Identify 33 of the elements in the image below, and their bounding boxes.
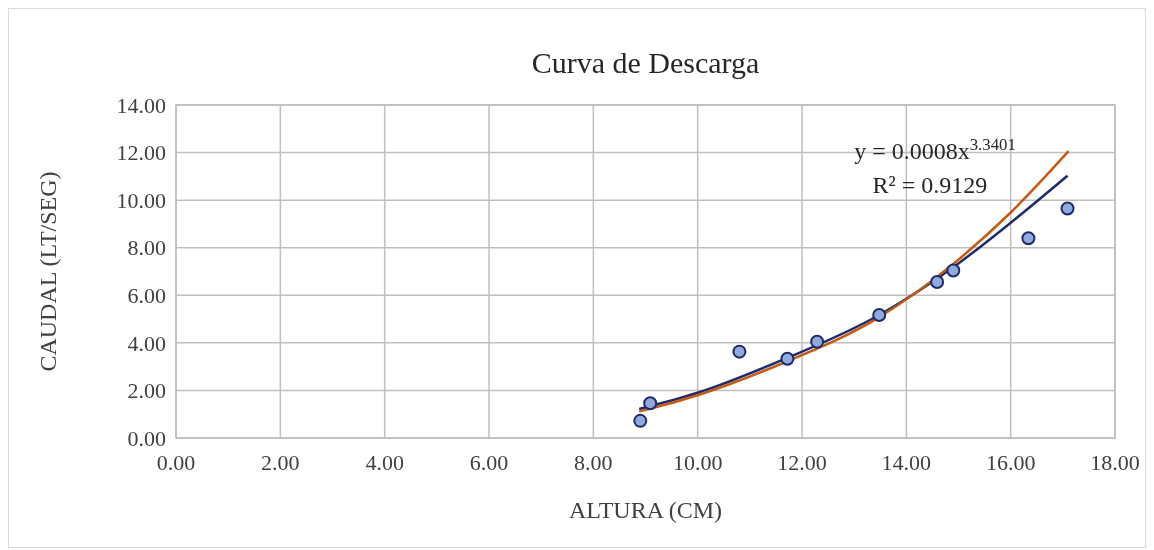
point (633, 413, 648, 428)
x-tick-label: 0.00 (156, 450, 196, 475)
x-tick-label: 18.00 (1090, 450, 1140, 475)
point (1021, 231, 1036, 246)
point (872, 308, 887, 323)
x-tick-label: 10.00 (672, 450, 723, 475)
x-axis-title: ALTURA (CM) (568, 497, 723, 523)
y-tick-label: 14.00 (116, 92, 166, 118)
y-axis-title: CAUDAL (LT/SEG) (35, 171, 61, 372)
x-tick-label: 12.00 (777, 450, 827, 475)
x-tick-label: 16.00 (985, 450, 1036, 475)
point (643, 396, 658, 411)
y-tick-label: 0.00 (127, 425, 166, 451)
y-tick-label: 2.00 (127, 378, 166, 404)
point (946, 263, 961, 278)
y-tick-label: 6.00 (127, 282, 166, 308)
annotation: R² = 0.9129 (872, 171, 988, 198)
y-tick-label: 12.00 (116, 140, 166, 166)
x-tick-label: 4.00 (365, 450, 404, 475)
y-tick-label: 8.00 (127, 235, 166, 261)
x-tick-label: 6.00 (469, 450, 509, 475)
x-tick-label: 8.00 (574, 450, 613, 475)
annotation: y = 0.0008x$^{3.3401}$ (854, 134, 1016, 164)
y-tick-label: 4.00 (127, 330, 166, 356)
point (930, 274, 945, 289)
y-tick-label: 10.00 (116, 187, 166, 213)
point (732, 344, 747, 359)
x-tick-label: 2.00 (261, 450, 300, 475)
point (1060, 201, 1075, 216)
x-tick-label: 14.00 (881, 450, 932, 475)
point (810, 334, 825, 349)
point (780, 351, 795, 366)
chart-title: Curva de Descarga (531, 46, 760, 79)
